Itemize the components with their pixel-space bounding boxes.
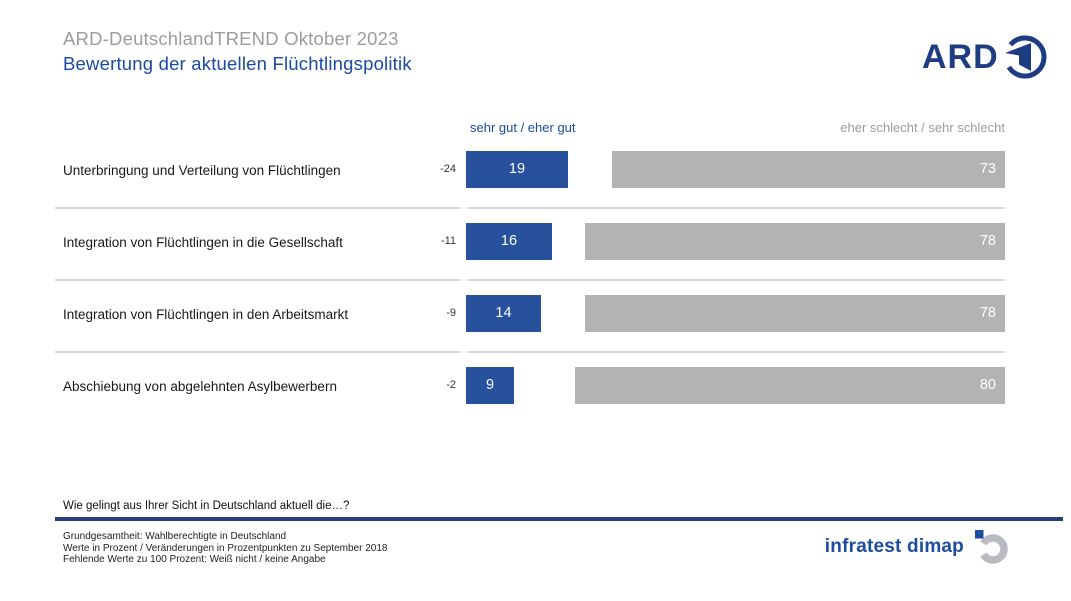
negative-bar: 73 bbox=[612, 151, 1005, 188]
footnote-line: Werte in Prozent / Veränderungen in Proz… bbox=[63, 542, 388, 554]
positive-value: 14 bbox=[495, 305, 512, 321]
legend-positive: sehr gut / eher gut bbox=[470, 120, 576, 135]
negative-bar: 80 bbox=[575, 367, 1005, 404]
positive-bar: 16 bbox=[466, 223, 552, 260]
change-value: -9 bbox=[446, 307, 456, 319]
ard-logo: ARD bbox=[922, 33, 1049, 81]
positive-bar: 9 bbox=[466, 367, 514, 404]
ard-one-circle-icon bbox=[1004, 35, 1047, 79]
category-label: Integration von Flüchtlingen in die Gese… bbox=[63, 235, 343, 250]
chart-row: Unterbringung und Verteilung von Flüchtl… bbox=[0, 147, 1071, 219]
row-separator bbox=[0, 207, 1071, 209]
footnote-line: Grundgesamtheit: Wahlberechtigte in Deut… bbox=[63, 531, 287, 542]
negative-value: 73 bbox=[979, 161, 996, 177]
footnote-line: Fehlende Werte zu 100 Prozent: Weiß nich… bbox=[63, 554, 326, 565]
chart-row: Integration von Flüchtlingen in den Arbe… bbox=[0, 291, 1071, 363]
positive-value: 9 bbox=[485, 377, 495, 393]
infratest-dimap-logo: infratest dimap bbox=[825, 530, 1009, 564]
negative-value: 78 bbox=[979, 305, 996, 321]
negative-value: 80 bbox=[979, 377, 996, 393]
footer-rule bbox=[55, 517, 1063, 521]
category-label: Abschiebung von abgelehnten Asylbewerber… bbox=[63, 379, 337, 394]
change-value: -2 bbox=[446, 379, 456, 391]
positive-bar: 19 bbox=[466, 151, 568, 188]
row-separator bbox=[0, 279, 1071, 281]
row-separator bbox=[0, 351, 1071, 353]
category-label: Unterbringung und Verteilung von Flüchtl… bbox=[63, 163, 341, 178]
positive-value: 19 bbox=[508, 161, 526, 177]
infratest-dimap-wordmark: infratest dimap bbox=[824, 536, 964, 557]
infratest-dimap-icon bbox=[975, 530, 1008, 564]
negative-bar: 78 bbox=[585, 295, 1005, 332]
positive-bar: 14 bbox=[466, 295, 541, 332]
footnotes: Grundgesamtheit: Wahlberechtigte in Deut… bbox=[63, 531, 387, 566]
legend-negative: eher schlecht / sehr schlecht bbox=[840, 120, 1005, 135]
negative-bar: 78 bbox=[585, 223, 1005, 260]
category-label: Integration von Flüchtlingen in den Arbe… bbox=[63, 307, 349, 322]
survey-question: Wie gelingt aus Ihrer Sicht in Deutschla… bbox=[63, 500, 350, 512]
negative-value: 78 bbox=[979, 233, 996, 249]
ard-logo-text: ARD bbox=[922, 38, 999, 76]
change-value: -11 bbox=[440, 235, 456, 247]
change-value: -24 bbox=[440, 163, 456, 175]
chart-row: Integration von Flüchtlingen in die Gese… bbox=[0, 219, 1071, 291]
diverging-bar-chart: Unterbringung und Verteilung von Flüchtl… bbox=[0, 147, 1071, 435]
page-title: Bewertung der aktuellen Flüchtlingspolit… bbox=[63, 53, 412, 74]
report-title: ARD-DeutschlandTREND Oktober 2023 bbox=[63, 28, 399, 49]
positive-value: 16 bbox=[500, 233, 518, 249]
chart-row: Abschiebung von abgelehnten Asylbewerber… bbox=[0, 363, 1071, 435]
